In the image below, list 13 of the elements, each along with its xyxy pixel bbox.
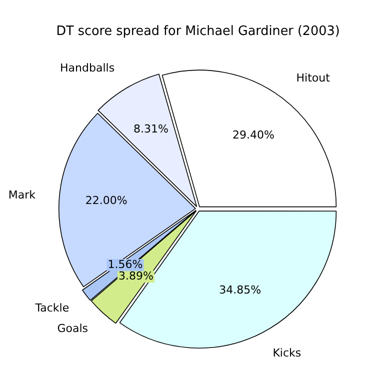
slice-label: Handballs: [60, 62, 115, 75]
chart-title: DT score spread for Michael Gardiner (2003): [56, 24, 340, 40]
slice-label: Tackle: [34, 301, 70, 314]
data-label: 29.40%: [232, 128, 274, 142]
slice-label: Goals: [57, 322, 88, 335]
slice-label: Hitout: [296, 72, 331, 85]
slice-label: Kicks: [272, 346, 302, 360]
data-label: 34.85%: [219, 283, 262, 296]
data-label: 22.00%: [85, 194, 128, 208]
slice-label: Mark: [8, 188, 36, 202]
data-label: 3.89%: [118, 270, 154, 283]
data-label: 8.31%: [133, 122, 168, 136]
data-label: 1.56%: [108, 258, 143, 271]
